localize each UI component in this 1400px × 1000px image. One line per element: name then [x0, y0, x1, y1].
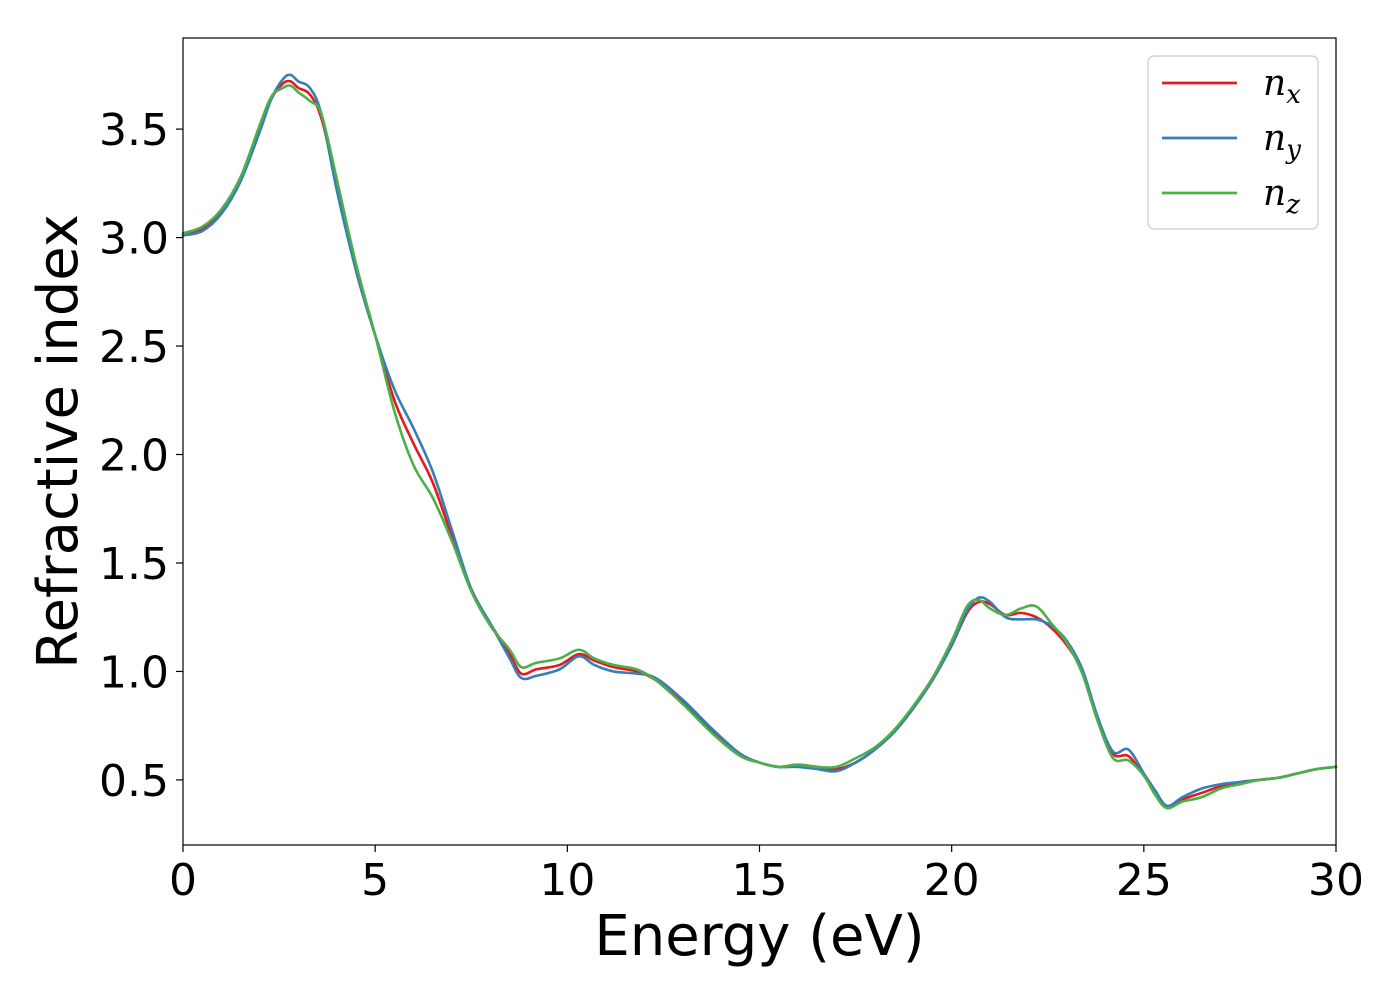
legend-box — [1147, 55, 1319, 230]
y-axis-ticks: 0.5 1.0 1.5 2.0 2.5 3.0 3.5 — [99, 105, 183, 807]
y-tick-label: 2.0 — [99, 431, 169, 482]
series-layer — [181, 73, 1338, 810]
x-axis-ticks: 0 5 10 15 20 25 30 — [169, 845, 1364, 906]
x-tick-label: 5 — [361, 855, 389, 906]
x-tick-label: 10 — [539, 855, 595, 906]
y-tick-label: 1.0 — [99, 647, 169, 698]
legend-label-y: ny — [1263, 118, 1301, 165]
legend-label-base: n — [1263, 173, 1286, 214]
x-tick-label: 25 — [1116, 855, 1172, 906]
legend-label-z: nz — [1263, 173, 1300, 220]
plot-area — [183, 38, 1336, 845]
legend-label-subscript: y — [1285, 135, 1301, 165]
legend-label-subscript: x — [1286, 80, 1301, 110]
x-tick-label: 0 — [169, 855, 197, 906]
legend-label-base: n — [1263, 63, 1286, 104]
y-tick-label: 1.5 — [99, 539, 169, 590]
legend-label-base: n — [1263, 118, 1286, 159]
series-line-z — [181, 84, 1338, 810]
y-tick-label: 3.5 — [99, 105, 169, 156]
legend-label-subscript: z — [1285, 190, 1300, 220]
x-axis-label: Energy (eV) — [594, 904, 924, 969]
y-axis-label: Refractive index — [26, 214, 91, 669]
x-tick-label: 30 — [1308, 855, 1364, 906]
y-tick-label: 0.5 — [99, 756, 169, 807]
legend-label-x: nx — [1263, 63, 1301, 110]
x-tick-label: 20 — [924, 855, 980, 906]
y-tick-label: 3.0 — [99, 214, 169, 265]
x-tick-label: 15 — [732, 855, 788, 906]
y-tick-label: 2.5 — [99, 322, 169, 373]
